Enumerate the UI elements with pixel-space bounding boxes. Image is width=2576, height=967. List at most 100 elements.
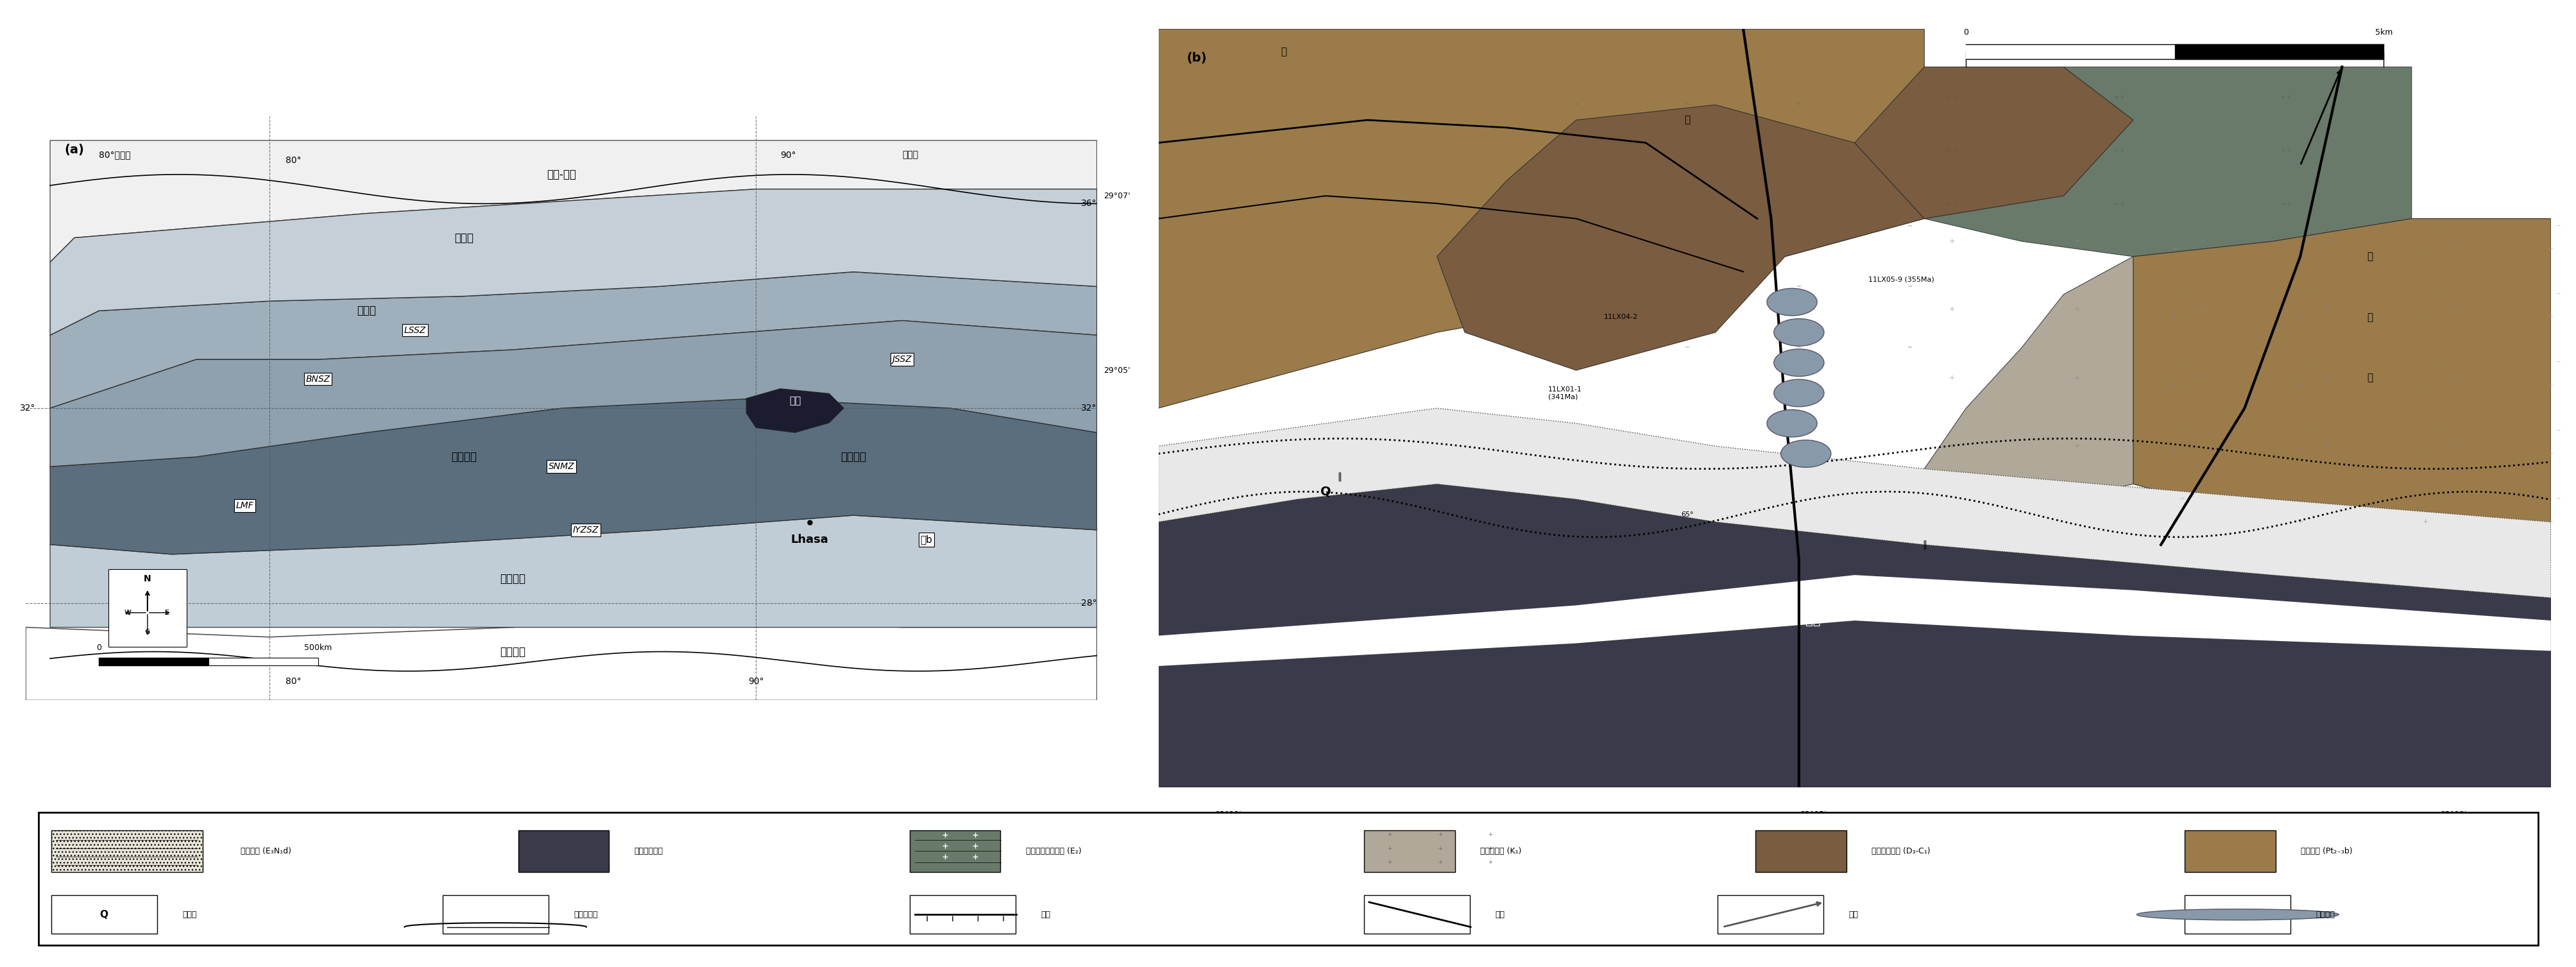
Text: 布: 布 — [2367, 312, 2372, 322]
Text: LSSZ: LSSZ — [404, 326, 425, 335]
Text: 北羌塘: 北羌塘 — [453, 232, 474, 244]
Text: ~: ~ — [1795, 102, 1801, 108]
Text: 0: 0 — [95, 643, 100, 652]
Text: 花岗闪长岩 (K₁): 花岗闪长岩 (K₁) — [1479, 847, 1522, 856]
Text: ~: ~ — [1685, 102, 1690, 108]
Text: ~: ~ — [1685, 223, 1690, 229]
Text: _: _ — [2555, 424, 2558, 430]
Text: +: + — [2421, 246, 2429, 252]
Text: _: _ — [2179, 424, 2182, 430]
Text: ~: ~ — [1574, 162, 1579, 168]
Text: _: _ — [2179, 287, 2182, 294]
Text: 32°: 32° — [21, 403, 36, 413]
Text: +: + — [2548, 451, 2553, 456]
Text: _: _ — [2555, 356, 2558, 362]
Text: 93°00': 93°00' — [1213, 810, 1242, 818]
Polygon shape — [49, 140, 1097, 262]
Bar — [1363, 895, 1471, 934]
Text: +: + — [2074, 307, 2079, 312]
Text: +: + — [1437, 860, 1443, 865]
Text: +: + — [2172, 451, 2177, 456]
Polygon shape — [1924, 256, 2133, 499]
Text: Q: Q — [100, 910, 108, 920]
Polygon shape — [1159, 484, 2550, 787]
Text: 11LX01-1
(341Ma): 11LX01-1 (341Ma) — [1548, 386, 1582, 400]
Text: 喜马拉雅: 喜马拉雅 — [500, 646, 526, 658]
Polygon shape — [1924, 67, 2411, 256]
Text: (b): (b) — [1185, 52, 1206, 64]
Text: = +: = + — [2280, 147, 2290, 153]
Polygon shape — [49, 515, 1097, 628]
Text: 公路: 公路 — [1850, 910, 1857, 919]
Bar — [443, 895, 549, 934]
Text: _: _ — [2429, 287, 2434, 294]
Text: +: + — [2548, 382, 2553, 389]
Text: +: + — [2172, 382, 2177, 389]
Text: 藏: 藏 — [2367, 251, 2372, 261]
Text: +: + — [2324, 238, 2331, 245]
Text: IYZSZ: IYZSZ — [572, 525, 598, 535]
Text: 图b: 图b — [920, 535, 933, 544]
Text: = +: = + — [1947, 147, 1958, 153]
Polygon shape — [1159, 29, 1924, 408]
Text: +: + — [2298, 314, 2303, 320]
Text: +: + — [2421, 314, 2429, 320]
Text: 断层: 断层 — [1041, 910, 1051, 919]
Text: 松潘-甘孜: 松潘-甘孜 — [546, 168, 577, 180]
Text: +: + — [2450, 443, 2455, 450]
Polygon shape — [1437, 104, 1924, 370]
Text: +: + — [1437, 845, 1443, 851]
Text: ~: ~ — [1574, 102, 1579, 108]
Bar — [1754, 831, 1847, 872]
Text: +: + — [1386, 845, 1391, 851]
Text: ~: ~ — [1795, 223, 1801, 229]
Text: 河流: 河流 — [1494, 910, 1504, 919]
Text: +: + — [1489, 832, 1492, 837]
Text: _: _ — [2306, 220, 2308, 225]
Text: _: _ — [2179, 492, 2182, 499]
Text: +: + — [2324, 307, 2331, 312]
Text: +: + — [2421, 382, 2429, 389]
Text: 65°: 65° — [1682, 512, 1692, 517]
Text: ‖: ‖ — [1337, 472, 1342, 482]
Text: +: + — [2548, 314, 2553, 320]
Text: 500km: 500km — [304, 643, 332, 652]
Circle shape — [1767, 288, 1816, 315]
Text: 32°: 32° — [1082, 403, 1097, 413]
Text: +: + — [1947, 238, 1955, 245]
Text: 36°: 36° — [1082, 199, 1097, 208]
Text: +: + — [2421, 518, 2429, 525]
Text: +: + — [2324, 443, 2331, 450]
Text: _: _ — [2429, 492, 2434, 499]
Text: 80°: 80° — [286, 677, 301, 686]
Text: = +: = + — [2280, 95, 2290, 101]
Bar — [108, 569, 185, 647]
Polygon shape — [49, 320, 1097, 467]
Bar — [1363, 831, 1455, 872]
Text: +: + — [2450, 307, 2455, 312]
Text: +: + — [2074, 238, 2079, 245]
Text: = +: = + — [2112, 95, 2125, 101]
Text: 八拉岩组 (Pt₂₋₃b): 八拉岩组 (Pt₂₋₃b) — [2300, 847, 2352, 856]
Text: N: N — [144, 574, 152, 583]
Circle shape — [2136, 909, 2339, 920]
Text: LMF: LMF — [237, 501, 252, 510]
Bar — [52, 895, 157, 934]
Text: ~: ~ — [1685, 162, 1690, 168]
Text: E: E — [165, 609, 170, 616]
Text: _: _ — [2555, 287, 2558, 294]
Text: +: + — [2200, 307, 2205, 312]
Text: Lhasa: Lhasa — [791, 534, 829, 545]
Text: +: + — [2548, 518, 2553, 525]
Circle shape — [1772, 379, 1824, 407]
Text: +: + — [1386, 860, 1391, 865]
Text: 朗县混杂堆积: 朗县混杂堆积 — [634, 847, 662, 856]
Text: ~: ~ — [1574, 344, 1579, 351]
Polygon shape — [49, 272, 1097, 408]
Text: ~: ~ — [1685, 283, 1690, 290]
Text: _: _ — [2179, 356, 2182, 362]
Text: _: _ — [2306, 492, 2308, 499]
Text: 中部拉萨: 中部拉萨 — [451, 452, 477, 462]
Polygon shape — [2133, 219, 2550, 560]
Text: +: + — [2324, 374, 2331, 381]
